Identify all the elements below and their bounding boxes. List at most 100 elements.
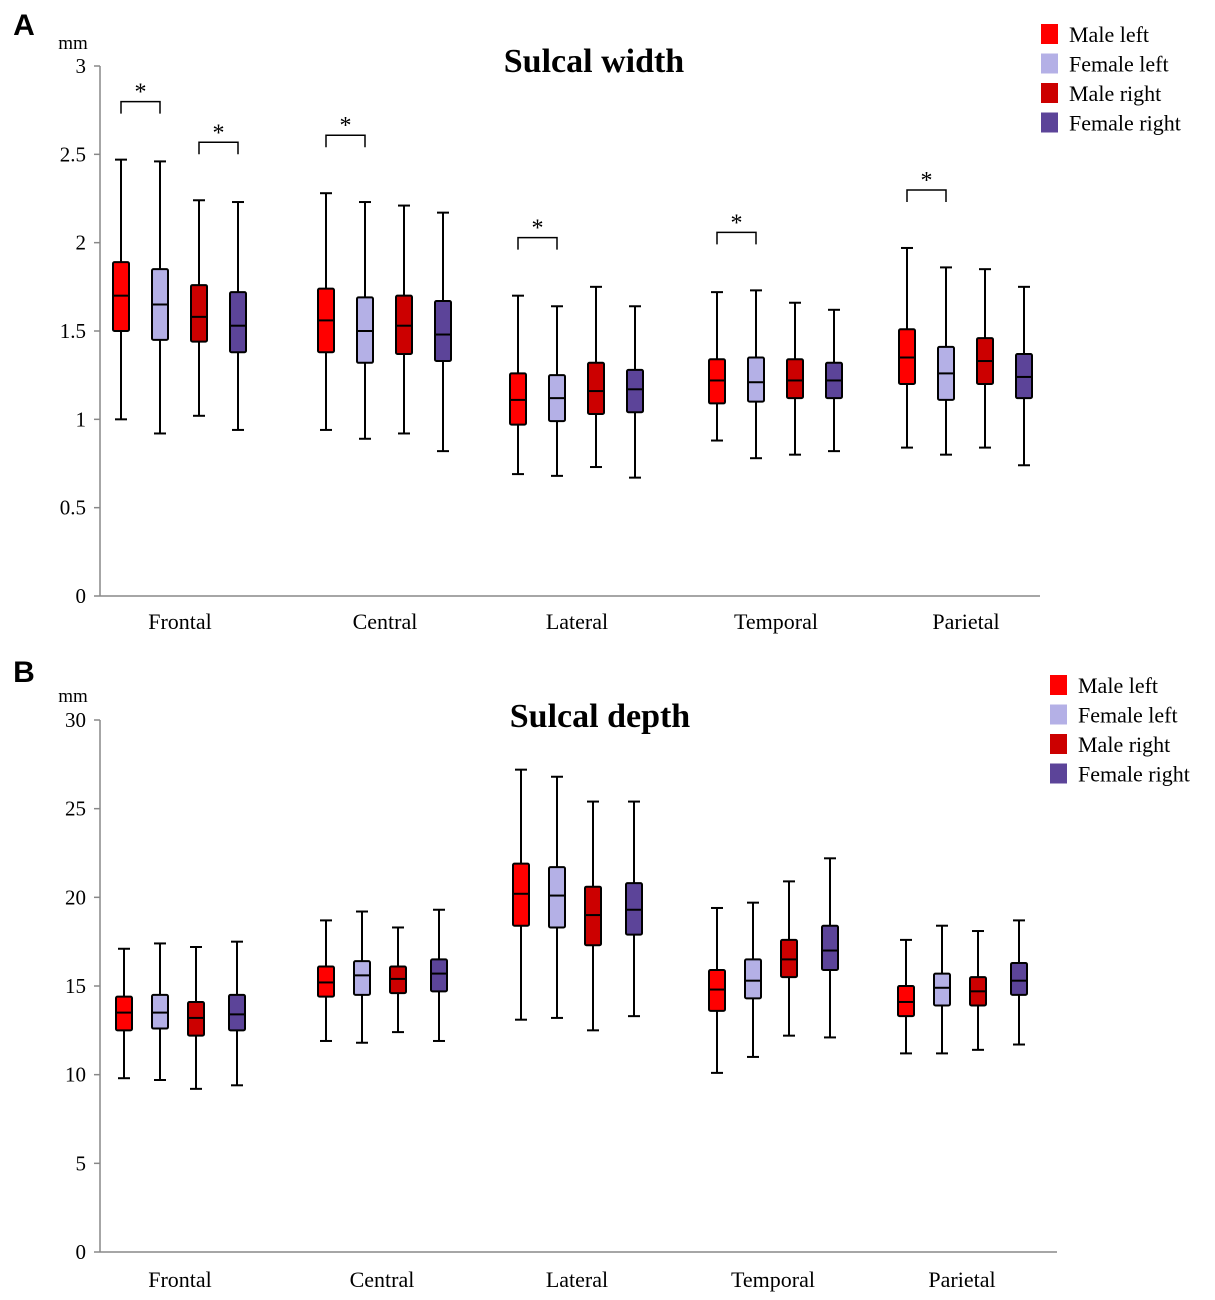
legend-swatch [1041, 83, 1058, 103]
box-frontal [115, 947, 133, 1080]
series-female-right [228, 800, 1028, 1087]
series-male-right [190, 199, 994, 469]
box-parietal [976, 268, 994, 449]
y-axis-label: mm [58, 686, 88, 707]
significance-bracket: * [120, 80, 161, 114]
box-iqr [430, 958, 448, 993]
y-tick-label: 30 [65, 708, 86, 732]
box-central [434, 211, 452, 453]
bracket-line [198, 141, 239, 155]
category-label-parietal: Parietal [932, 609, 999, 634]
chart-title: Sulcal width [504, 43, 685, 80]
box-frontal [151, 942, 169, 1081]
legend-label: Female right [1078, 762, 1190, 787]
significance-bracket: * [517, 216, 558, 250]
legend-label: Female left [1078, 703, 1178, 728]
y-tick-label: 15 [65, 974, 86, 998]
box-lateral [548, 775, 566, 1019]
category-label-temporal: Temporal [731, 1267, 815, 1292]
series-male-left [112, 158, 916, 476]
significance-star: * [731, 210, 743, 236]
y-tick-label: 20 [65, 885, 86, 909]
box-iqr [821, 924, 839, 972]
bracket-line [906, 189, 947, 202]
significance-star: * [135, 80, 147, 106]
box-temporal [747, 289, 765, 460]
box-iqr [548, 866, 566, 929]
box-temporal [780, 880, 798, 1037]
series-male-right [187, 800, 987, 1090]
box-parietal [1015, 285, 1033, 467]
box-parietal [898, 246, 916, 449]
box-frontal [228, 940, 246, 1087]
series-female-right [229, 201, 1033, 479]
y-tick-label: 0.5 [60, 496, 86, 520]
box-lateral [626, 305, 644, 479]
category-label-central: Central [350, 1267, 415, 1292]
chart-title: Sulcal depth [510, 698, 691, 735]
box-central [395, 204, 413, 435]
series-female-left [151, 775, 951, 1081]
box-central [389, 926, 407, 1034]
category-label-frontal: Frontal [148, 1267, 212, 1292]
box-temporal [744, 901, 762, 1058]
significance-star: * [532, 216, 544, 242]
panel-label: B [13, 656, 35, 689]
chart-panel-b: B Sulcal depth mm 0 5 10 15 20 25 30 Frontal Centra… [13, 656, 1190, 1292]
y-tick-label: 1 [76, 407, 87, 431]
legend-swatch [1050, 763, 1067, 784]
box-iqr [587, 361, 605, 416]
box-parietal [969, 930, 987, 1051]
y-tick-label: 0 [76, 584, 87, 608]
series-female-left [151, 160, 955, 477]
box-parietal [897, 938, 915, 1055]
box-lateral [509, 294, 527, 476]
box-iqr [1010, 961, 1028, 996]
box-central [356, 201, 374, 440]
y-tick-label: 2 [76, 231, 87, 255]
box-lateral [548, 305, 566, 477]
bracket-line [517, 236, 558, 250]
box-temporal [708, 906, 726, 1074]
y-tick-label: 3 [76, 54, 87, 78]
y-tick-label: 1.5 [60, 319, 86, 343]
box-parietal [1010, 919, 1028, 1046]
category-label-central: Central [353, 609, 418, 634]
box-temporal [821, 857, 839, 1039]
box-parietal [937, 266, 955, 456]
legend-swatch [1050, 734, 1067, 754]
box-iqr [434, 299, 452, 363]
box-iqr [229, 291, 247, 354]
significance-bracket: * [906, 168, 947, 202]
legend: Male left Female left Male right Female rig… [1050, 673, 1190, 787]
category-label-parietal: Parietal [928, 1267, 995, 1292]
category-label-frontal: Frontal [148, 609, 212, 634]
legend-swatch [1041, 112, 1058, 133]
y-axis-label: mm [58, 33, 88, 54]
box-iqr [933, 972, 951, 1007]
category-label-temporal: Temporal [734, 609, 818, 634]
box-central [353, 910, 371, 1044]
box-temporal [786, 301, 804, 456]
box-lateral [587, 285, 605, 469]
category-label-lateral: Lateral [546, 609, 608, 634]
significance-bracket: * [198, 120, 239, 155]
box-lateral [625, 800, 643, 1018]
legend-label: Male right [1078, 732, 1170, 757]
chart-panel-a: A Sulcal width mm 0 0.5 1 1.5 2 2.5 3 Frontal Centr… [13, 9, 1181, 634]
box-frontal [112, 158, 130, 421]
box-frontal [187, 945, 205, 1090]
legend: Male left Female left Male right Female rig… [1041, 22, 1181, 136]
box-frontal [151, 160, 169, 435]
bracket-line [120, 100, 161, 114]
significance-bracket: * [716, 210, 757, 245]
significance-star: * [921, 168, 933, 194]
box-iqr [747, 356, 765, 403]
significance-bracket: * [325, 113, 366, 148]
bracket-line [716, 231, 757, 245]
series-male-left [115, 768, 915, 1080]
box-iqr [744, 958, 762, 1000]
box-iqr [190, 284, 208, 343]
legend-label: Male right [1069, 81, 1161, 106]
